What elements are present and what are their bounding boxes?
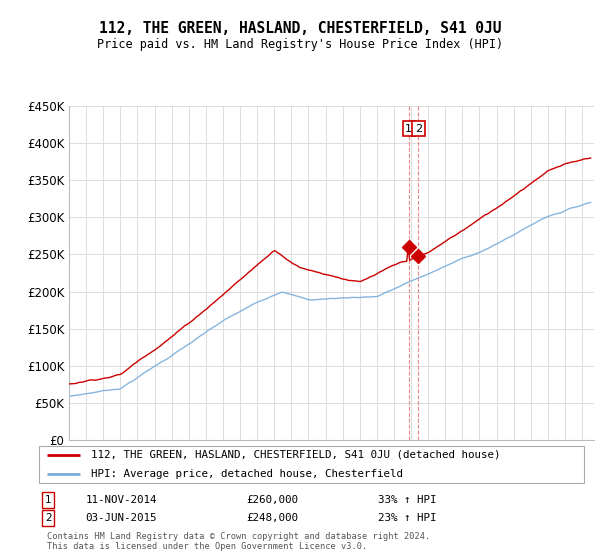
- Text: £260,000: £260,000: [246, 495, 298, 505]
- Text: 11-NOV-2014: 11-NOV-2014: [86, 495, 157, 505]
- Text: 23% ↑ HPI: 23% ↑ HPI: [378, 513, 437, 523]
- Text: £248,000: £248,000: [246, 513, 298, 523]
- Text: Price paid vs. HM Land Registry's House Price Index (HPI): Price paid vs. HM Land Registry's House …: [97, 38, 503, 51]
- Text: 112, THE GREEN, HASLAND, CHESTERFIELD, S41 0JU: 112, THE GREEN, HASLAND, CHESTERFIELD, S…: [99, 21, 501, 36]
- Text: 1: 1: [45, 495, 52, 505]
- Text: 03-JUN-2015: 03-JUN-2015: [86, 513, 157, 523]
- Text: 1: 1: [405, 124, 412, 134]
- Text: Contains HM Land Registry data © Crown copyright and database right 2024.
This d: Contains HM Land Registry data © Crown c…: [47, 532, 430, 551]
- Text: 33% ↑ HPI: 33% ↑ HPI: [378, 495, 437, 505]
- Text: HPI: Average price, detached house, Chesterfield: HPI: Average price, detached house, Ches…: [91, 469, 403, 479]
- Text: 2: 2: [45, 513, 52, 523]
- FancyBboxPatch shape: [39, 446, 584, 483]
- Text: 112, THE GREEN, HASLAND, CHESTERFIELD, S41 0JU (detached house): 112, THE GREEN, HASLAND, CHESTERFIELD, S…: [91, 450, 500, 460]
- Text: 2: 2: [415, 124, 422, 134]
